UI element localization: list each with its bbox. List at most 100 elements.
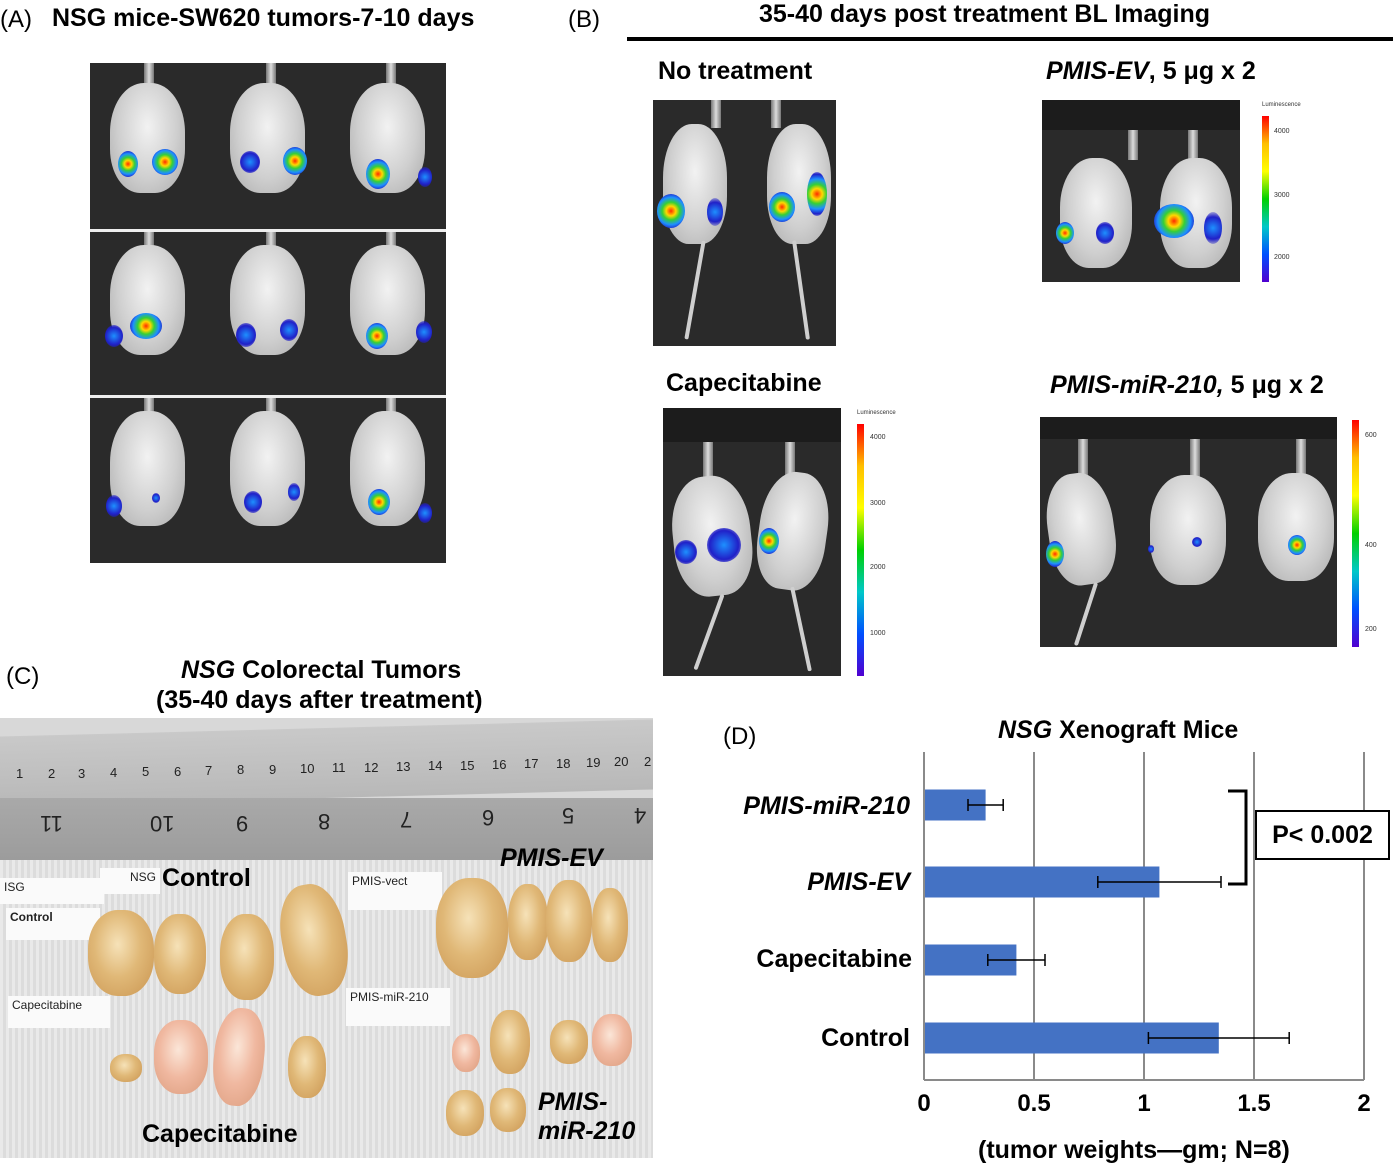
- ruler-tick: 15: [460, 758, 475, 773]
- ruler-tick: 6: [482, 805, 495, 830]
- ruler-tick: 7: [400, 807, 413, 832]
- ruler-tick: 9: [269, 762, 277, 777]
- ruler-tick: 13: [396, 759, 411, 774]
- tumor: [550, 1020, 588, 1064]
- ruler-tick: 6: [174, 764, 182, 779]
- luminescence-scale-mir210: [1352, 420, 1359, 647]
- ruler-lower: [0, 798, 653, 860]
- ruler-tick: 10: [300, 761, 315, 776]
- category-label-pmis-ev: PMIS-EV: [807, 868, 910, 896]
- group-capecitabine: Capecitabine: [666, 369, 822, 397]
- ruler-tick: 10: [150, 811, 175, 836]
- scale-mir-tick: 600: [1365, 432, 1377, 439]
- group-no-treatment: No treatment: [658, 57, 813, 85]
- tag-pmis-mir210: PMIS-miR-210: [346, 988, 450, 1026]
- ruler-tick: 1: [16, 766, 24, 781]
- luminescence-scale-ev: [1262, 116, 1269, 282]
- panel-c-title: NSG Colorectal Tumors: [181, 656, 461, 685]
- tumor: [88, 910, 154, 996]
- mouse: [1258, 473, 1334, 581]
- ruler-tick: 2: [644, 754, 652, 769]
- scale-cap-tick: 3000: [870, 500, 886, 507]
- category-label-pmis-mir210: PMIS-miR-210: [743, 792, 910, 820]
- ruler-tick: 5: [142, 764, 150, 779]
- panel-c-label: (C): [6, 663, 40, 690]
- imaging-no-treatment: [653, 100, 836, 346]
- bar: [924, 789, 986, 821]
- mouse: [110, 83, 185, 193]
- scale-mir-tick: 200: [1365, 626, 1377, 633]
- significance-box: P< 0.002: [1255, 810, 1390, 860]
- bar: [924, 866, 1160, 898]
- ruler-tick: 2: [48, 766, 56, 781]
- tumor: [592, 888, 628, 962]
- ruler-tick: 9: [236, 811, 249, 836]
- photo-label-control: Control: [162, 864, 251, 892]
- chart-title-italic: NSG: [998, 716, 1053, 744]
- tumor: [288, 1036, 326, 1098]
- photo-label-pmis-ev: PMIS-EV: [500, 844, 603, 872]
- imaging-pmis-ev: [1042, 100, 1240, 282]
- panel-a-imaging: [90, 63, 446, 563]
- x-tick-label: 0.5: [1017, 1090, 1051, 1117]
- imaging-pmis-mir210: [1040, 417, 1337, 647]
- ruler-tick: 18: [556, 756, 571, 771]
- bar: [924, 944, 1017, 976]
- tumor: [446, 1090, 484, 1136]
- scale-cap-tick: 1000: [870, 630, 886, 637]
- ruler-tick: 19: [586, 755, 601, 770]
- scale-ev-tick: 3000: [1274, 192, 1290, 199]
- group-pmis-ev-name: PMIS-EV: [1046, 57, 1149, 85]
- panel-b-label: (B): [568, 6, 600, 33]
- ruler-tick: 7: [205, 763, 213, 778]
- tumor: [546, 880, 592, 962]
- ruler-tick: 8: [318, 809, 331, 834]
- panel-d-label: (D): [723, 723, 757, 750]
- ruler-tick: 8: [237, 762, 245, 777]
- tag-nsg: NSG: [100, 868, 160, 894]
- category-label-capecitabine: Capecitabine: [756, 945, 912, 973]
- tag-control: Control: [6, 908, 100, 940]
- tumor: [220, 914, 274, 1000]
- mouse: [110, 411, 185, 526]
- ruler-tick: 14: [428, 758, 443, 773]
- panel-c-photo: 1 2 3 4 5 6 7 8 9 10 11 12 13 14 15 16 1…: [0, 718, 653, 1158]
- tag-capecitabine: Capecitabine: [8, 996, 110, 1028]
- ruler-tick: 17: [524, 756, 539, 771]
- mouse: [230, 411, 305, 526]
- scale-ev-tick: 2000: [1274, 254, 1290, 261]
- photo-label-pmis-mir210: PMIS-miR-210: [538, 1088, 636, 1145]
- significance-label: P< 0.002: [1272, 821, 1373, 849]
- panel-c-title-italic: NSG: [181, 656, 236, 684]
- luminescence-scale-capecitabine: [857, 424, 864, 676]
- tumor: [452, 1034, 480, 1072]
- tag-pmis-vect: PMIS-vect: [348, 872, 442, 910]
- chart-title-rest: Xenograft Mice: [1052, 716, 1239, 744]
- ruler-tick: 20: [614, 754, 629, 769]
- group-pmis-mir210-name: PMIS-miR-210,: [1050, 371, 1224, 399]
- tumor: [154, 1020, 208, 1094]
- category-label-control: Control: [821, 1024, 910, 1052]
- scale-cap-title: Luminescence: [857, 410, 896, 416]
- x-tick-label: 0: [917, 1090, 931, 1117]
- mouse: [1040, 468, 1122, 590]
- tumor: [490, 1088, 526, 1132]
- mouse: [230, 83, 305, 193]
- panel-c-subtitle: (35-40 days after treatment): [156, 686, 483, 714]
- ruler-tick: 12: [364, 760, 379, 775]
- tag-nsg-left: ISG: [0, 878, 104, 904]
- mouse: [1150, 475, 1226, 585]
- scale-mir-tick: 400: [1365, 542, 1377, 549]
- scale-ev-tick: 4000: [1274, 128, 1290, 135]
- tumor: [436, 878, 508, 978]
- panel-b-title: 35-40 days post treatment BL Imaging: [759, 0, 1211, 28]
- ruler-tick: 11: [40, 811, 63, 836]
- panel-a-label: (A): [0, 6, 32, 33]
- tumor: [508, 884, 548, 960]
- ruler-tick: 4: [110, 765, 118, 780]
- x-tick-label: 2: [1357, 1090, 1371, 1117]
- tumor: [154, 914, 206, 994]
- tumor: [110, 1054, 142, 1082]
- tumor: [592, 1014, 632, 1066]
- group-pmis-mir210-dose: 5 μg x 2: [1223, 371, 1324, 399]
